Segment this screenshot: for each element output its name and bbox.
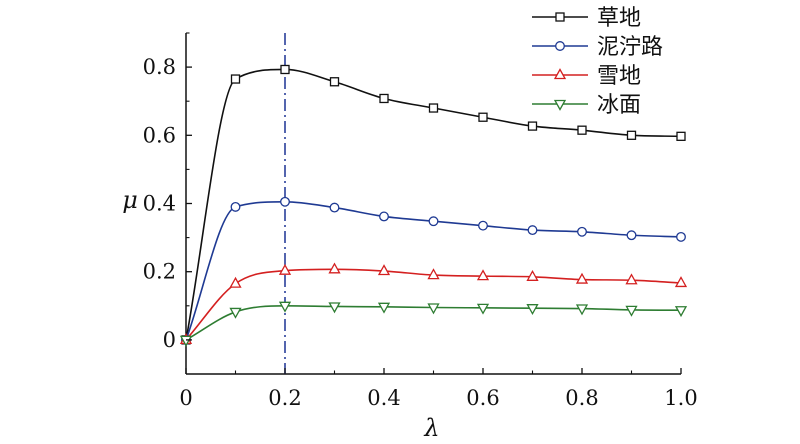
data-point <box>476 303 490 315</box>
data-point <box>278 263 292 275</box>
y-tick-label: 0.8 <box>143 55 176 79</box>
legend-marker <box>555 12 565 22</box>
axis-layer: λ μ 0 0.2 0.4 0.6 0.8 1.0 0 0.2 0.4 0.6 0.8 <box>122 32 698 442</box>
legend-marker <box>553 99 567 111</box>
x-tick-label: 1.0 <box>664 386 697 410</box>
y-tick-label: 0.2 <box>143 260 176 284</box>
data-point <box>278 301 292 313</box>
legend-marker <box>553 68 567 80</box>
legend-label: 泥泞路 <box>597 35 663 60</box>
y-tick-label: 0 <box>163 328 176 352</box>
legend-item: 草地 <box>532 6 641 31</box>
x-tick-label: 0.6 <box>466 386 499 410</box>
series-1 <box>181 64 686 345</box>
data-point <box>230 201 241 212</box>
data-point <box>674 306 688 318</box>
x-tick-label: 0.4 <box>367 386 400 410</box>
y-tick-label: 0.6 <box>143 123 176 147</box>
data-point <box>625 305 638 317</box>
data-point <box>676 231 686 242</box>
data-point <box>329 202 340 213</box>
data-point <box>328 302 341 314</box>
series-3 <box>179 262 688 345</box>
data-point <box>280 196 290 207</box>
x-axis-label: λ <box>423 414 439 442</box>
data-point <box>526 304 539 316</box>
data-point <box>626 130 637 140</box>
x-tick-label: 0.8 <box>565 386 598 410</box>
data-point <box>427 303 440 315</box>
data-point <box>428 216 439 227</box>
series-line <box>185 200 682 341</box>
legend-item: 雪地 <box>532 64 641 89</box>
x-tick-label: 0.2 <box>268 386 301 410</box>
data-point <box>329 77 340 87</box>
data-point <box>676 131 686 141</box>
data-point <box>379 93 389 104</box>
y-axis-label: μ <box>122 186 138 214</box>
y-tick-label: 0.4 <box>143 192 176 216</box>
data-point <box>527 121 538 131</box>
data-point <box>229 307 242 319</box>
data-point <box>179 335 193 347</box>
data-point <box>478 220 488 231</box>
legend-label: 冰面 <box>597 93 641 118</box>
data-point <box>427 268 440 280</box>
legend-label: 雪地 <box>597 64 641 89</box>
data-point <box>280 64 290 75</box>
data-point <box>575 272 589 284</box>
data-point <box>377 302 391 314</box>
legend-label: 草地 <box>597 6 641 31</box>
data-point <box>476 269 490 281</box>
data-point <box>379 211 389 222</box>
legend-marker <box>555 41 565 51</box>
legend-item: 冰面 <box>532 93 641 118</box>
data-point <box>478 112 488 122</box>
data-point <box>626 230 637 241</box>
data-point <box>577 125 587 135</box>
data-point <box>674 276 688 288</box>
legend-item: 泥泞路 <box>532 35 663 60</box>
x-tick-label: 0 <box>179 386 192 410</box>
data-point <box>229 276 242 288</box>
data-point <box>625 273 638 285</box>
data-point <box>428 103 439 113</box>
data-point <box>527 225 538 236</box>
data-point <box>526 269 539 281</box>
data-point <box>575 304 589 316</box>
data-point <box>577 226 587 237</box>
data-point <box>328 262 341 274</box>
data-point <box>377 264 391 276</box>
data-point <box>230 74 241 84</box>
series-4 <box>179 301 688 347</box>
